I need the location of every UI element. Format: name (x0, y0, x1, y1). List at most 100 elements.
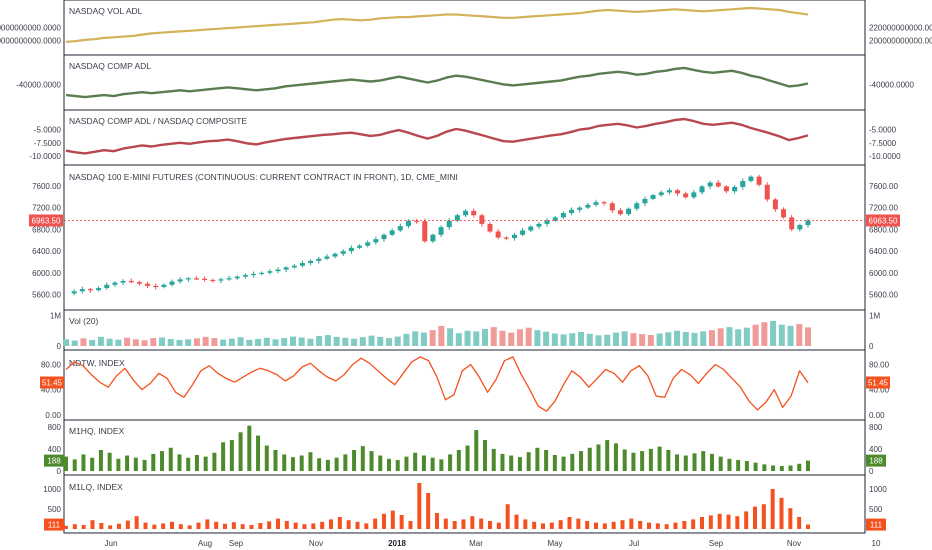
pane-7-badge-left (44, 454, 64, 467)
pane-6-ytick-left: 0.00 (45, 411, 61, 420)
pane-7-label-left: 188 (47, 457, 61, 466)
volume-bar (551, 333, 558, 346)
pane-8-bar (426, 493, 431, 529)
pane-7-bar (116, 458, 121, 471)
pane-7-bar (186, 457, 191, 471)
ndtw-label-right: 51.45 (868, 379, 889, 388)
volume-bar (167, 338, 174, 346)
volume-bar (473, 331, 480, 346)
candle-body (120, 280, 126, 283)
volume-bar (63, 339, 69, 346)
pane-8-bar (744, 511, 749, 529)
x-axis-label: Jun (105, 539, 118, 548)
volume-bar (394, 336, 401, 346)
pane-8-bar (267, 521, 272, 529)
candle-body (324, 256, 330, 259)
pane-3-ytick-right: -7.5000 (869, 139, 897, 148)
pane-8-bar (178, 524, 183, 529)
pane-7-bar (229, 440, 234, 471)
candle-body (210, 279, 216, 282)
pane-7-bar (439, 459, 444, 471)
volume-bar (743, 327, 750, 346)
pane-7-bar (535, 447, 540, 471)
candle-body (308, 260, 314, 264)
x-axis-label: Mar (469, 539, 483, 548)
volume-bar (159, 337, 166, 346)
last-price-badge-right (866, 214, 900, 227)
pane-7-bar (500, 453, 505, 471)
volume-bar (324, 335, 331, 346)
volume-bar (281, 338, 288, 346)
candle-body (691, 192, 697, 198)
pane-7-label-right: 188 (869, 457, 883, 466)
volume-bar (97, 336, 104, 346)
pane-8-bar (125, 520, 130, 529)
pane-2-title: NASDAQ COMP ADL (69, 61, 151, 71)
volume-bar (377, 336, 384, 346)
pane-7-bar (264, 445, 269, 471)
volume-bar (778, 324, 785, 346)
pane-1-ytick-right: 220000000000.0000 (869, 24, 932, 33)
pane-7-bar (360, 446, 365, 471)
candle-body (503, 237, 509, 239)
pane-6-ytick-left: 40.00 (41, 386, 62, 395)
candle-body (430, 234, 436, 242)
pane-7-bar (605, 440, 610, 471)
volume-bar (525, 327, 532, 346)
pane-1-series-line (65, 6, 809, 43)
pane-8-bar (231, 522, 236, 529)
volume-bar (255, 338, 262, 346)
x-axis-label: May (547, 539, 562, 548)
candle-body (683, 193, 689, 198)
pane-7-bar (579, 451, 584, 471)
pane-7-bar (666, 449, 671, 471)
pane-8-bar (611, 521, 616, 529)
candle-body (732, 186, 738, 192)
pane-4-ytick-left: 5600.00 (32, 291, 61, 300)
pane-7-bar (718, 456, 723, 471)
volume-bar (770, 321, 777, 346)
candle-body (650, 195, 656, 199)
volume-bar (490, 327, 497, 346)
pane-2-frame (63, 54, 866, 111)
candle-body (275, 269, 281, 272)
x-axis-label: Nov (309, 539, 323, 548)
pane-8-bar (205, 519, 210, 529)
candle-body (569, 209, 575, 214)
candle-body (544, 220, 550, 224)
volume-bar (342, 337, 349, 346)
candle-body (707, 182, 713, 187)
pane-1-title: NASDAQ VOL ADL (69, 6, 143, 16)
pane-8-bar (399, 515, 404, 529)
pane-7-bar (343, 454, 348, 471)
candle-body (87, 289, 93, 291)
pane-8-bar (647, 522, 651, 529)
pane-8-badge-left (44, 518, 64, 531)
pane-7-bar (771, 465, 776, 471)
pane-8-bar (770, 489, 775, 529)
pane-8-bar (576, 518, 581, 529)
pane-8-bar (196, 522, 201, 529)
pane-8-bar (408, 521, 413, 529)
pane-4-ytick-left: 7200.00 (32, 204, 61, 213)
volume-bar (761, 322, 768, 346)
pane-8-bar (558, 520, 563, 529)
candle-body (789, 217, 795, 230)
pane-8-bar (373, 518, 378, 529)
pane-8-bar (134, 516, 139, 529)
pane-8-bar (461, 519, 466, 529)
pane-8-bar (726, 514, 731, 529)
candle-body (740, 180, 746, 187)
pane-7-bar (753, 462, 758, 471)
pane-8-bar (249, 525, 254, 529)
pane-8-bar (452, 521, 457, 529)
volume-bar (464, 330, 471, 346)
pane-7-bar (421, 455, 426, 471)
volume-bar (796, 324, 803, 346)
pane-7-bar (72, 459, 77, 471)
pane-7-bar (544, 449, 549, 471)
candle-body (251, 273, 257, 276)
volume-bar (674, 330, 681, 346)
pane-6-title: NDTW, INDEX (69, 358, 125, 368)
pane-7-bar (596, 444, 601, 471)
